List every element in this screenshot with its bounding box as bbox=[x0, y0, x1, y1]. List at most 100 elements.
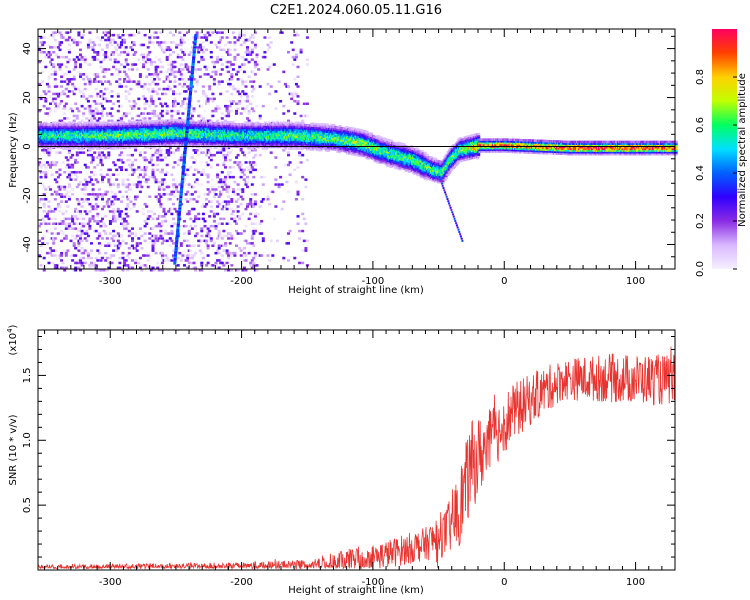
spectrogram-cell bbox=[118, 78, 122, 81]
spectrogram-cell bbox=[231, 68, 235, 71]
spectrogram-cell bbox=[249, 102, 253, 105]
spectrogram-cell bbox=[137, 31, 141, 34]
spectrogram-cell bbox=[244, 224, 248, 228]
spectrogram-cell bbox=[194, 158, 197, 162]
spectrogram-cell bbox=[77, 87, 81, 91]
spectrogram-cell bbox=[192, 149, 196, 152]
spectrogram-cell bbox=[107, 151, 111, 154]
spectrogram-cell bbox=[146, 87, 150, 91]
spectrogram-cell bbox=[173, 161, 177, 164]
spectrogram-cell bbox=[91, 217, 95, 221]
spectrogram-cell bbox=[41, 80, 45, 83]
spectrogram-cell bbox=[90, 256, 93, 260]
spectrogram-cell bbox=[151, 249, 155, 252]
spectrogram-cell bbox=[38, 48, 41, 52]
spectrogram-cell bbox=[53, 207, 57, 211]
spectrogram-cell bbox=[45, 53, 49, 56]
spectrogram-cell bbox=[195, 168, 199, 172]
spectrogram-cell bbox=[49, 102, 52, 105]
spectrogram-cell bbox=[107, 242, 111, 245]
spectrogram-cell bbox=[233, 217, 237, 221]
spectrogram-cell bbox=[112, 121, 116, 124]
spectrogram-cell bbox=[239, 249, 243, 252]
spectrogram-cell bbox=[157, 198, 161, 201]
spectrogram-cell bbox=[88, 193, 92, 196]
spectrogram-cell bbox=[58, 193, 62, 196]
spectrogram-cell bbox=[184, 193, 188, 196]
spectrogram-cell bbox=[217, 46, 221, 49]
spectrogram-cell bbox=[170, 60, 174, 64]
spectrogram-cell bbox=[178, 78, 182, 81]
spectrogram-cell bbox=[173, 104, 177, 108]
spectrogram-cell bbox=[80, 104, 84, 108]
spectrogram-cell bbox=[236, 70, 240, 74]
spectrogram-cell bbox=[201, 58, 205, 61]
spectrogram-cell bbox=[102, 259, 106, 262]
spectrogram-cell bbox=[183, 90, 186, 93]
spectrogram-cell bbox=[42, 205, 46, 208]
spectrogram-cell bbox=[192, 173, 196, 176]
spectrogram-cell bbox=[194, 68, 197, 71]
spectrogram-cell bbox=[168, 237, 172, 240]
spectrogram-cell bbox=[55, 53, 59, 56]
spectrogram-cell bbox=[79, 53, 82, 56]
spectrogram-cell bbox=[79, 63, 82, 66]
spectrogram-cell bbox=[85, 180, 89, 184]
spectrogram-cell bbox=[296, 100, 300, 103]
spectrogram-cell bbox=[148, 145, 152, 149]
spectrogram-cell bbox=[170, 212, 174, 216]
spectrogram-cell bbox=[82, 217, 86, 221]
spectrogram-cell bbox=[214, 193, 218, 196]
spectrogram-cell bbox=[118, 166, 122, 169]
spectrogram-cell bbox=[219, 190, 223, 194]
spectrogram-cell bbox=[60, 119, 64, 123]
spectrogram-cell bbox=[203, 109, 207, 113]
spectrogram-cell bbox=[156, 114, 160, 118]
spectrogram-cell bbox=[75, 210, 79, 213]
spectrogram-cell bbox=[249, 36, 253, 39]
spectrogram-cell bbox=[236, 269, 240, 272]
spectrogram-cell bbox=[108, 256, 112, 260]
spectrogram-cell bbox=[135, 82, 139, 86]
spectrogram-cell bbox=[52, 63, 56, 66]
spectrogram-cell bbox=[192, 161, 196, 164]
spectrogram-cell bbox=[209, 166, 213, 169]
spectrogram-cell bbox=[244, 259, 248, 262]
spectrogram-cell bbox=[219, 217, 223, 221]
spectrogram-cell bbox=[52, 31, 56, 34]
spectrogram-cell bbox=[219, 178, 223, 181]
spectrogram-cell bbox=[242, 229, 246, 233]
spectrogram-cell bbox=[228, 104, 232, 108]
spectrogram-cell bbox=[44, 173, 48, 176]
spectrogram-cell bbox=[62, 147, 66, 150]
spectrogram-cell bbox=[263, 36, 267, 39]
spectrogram-cell bbox=[227, 114, 231, 118]
spectrogram-cell bbox=[124, 168, 128, 172]
spectrogram-cell bbox=[85, 229, 89, 233]
spectrogram-cell bbox=[190, 227, 194, 230]
spectrogram-cell bbox=[143, 97, 147, 101]
spectrogram-cell bbox=[55, 266, 59, 270]
spectrogram-cell bbox=[214, 33, 218, 37]
spectrogram-cell bbox=[238, 166, 242, 169]
spectrogram-cell bbox=[244, 51, 248, 54]
spectrogram-cell bbox=[282, 112, 286, 115]
spectrogram-cell bbox=[52, 222, 56, 225]
spectrogram-cell bbox=[61, 36, 65, 39]
spectrogram-cell bbox=[58, 239, 62, 243]
spectrogram-cell bbox=[165, 193, 169, 196]
spectrogram-cell bbox=[58, 210, 62, 213]
spectrogram-cell bbox=[197, 36, 201, 39]
spectrogram-cell bbox=[301, 175, 305, 179]
spectrogram-cell bbox=[80, 222, 84, 225]
spectrogram-cell bbox=[159, 202, 163, 206]
spectrogram-cell bbox=[239, 68, 243, 71]
spectrogram-cell bbox=[42, 234, 46, 238]
spectrogram-cell bbox=[116, 183, 120, 186]
spectrogram-cell bbox=[291, 48, 295, 52]
spectrogram-cell bbox=[181, 112, 185, 115]
spectrogram-cell bbox=[206, 247, 210, 250]
spectrogram-cell bbox=[88, 95, 92, 98]
spectrogram-cell bbox=[91, 205, 95, 208]
spectrogram-cell bbox=[225, 51, 229, 54]
